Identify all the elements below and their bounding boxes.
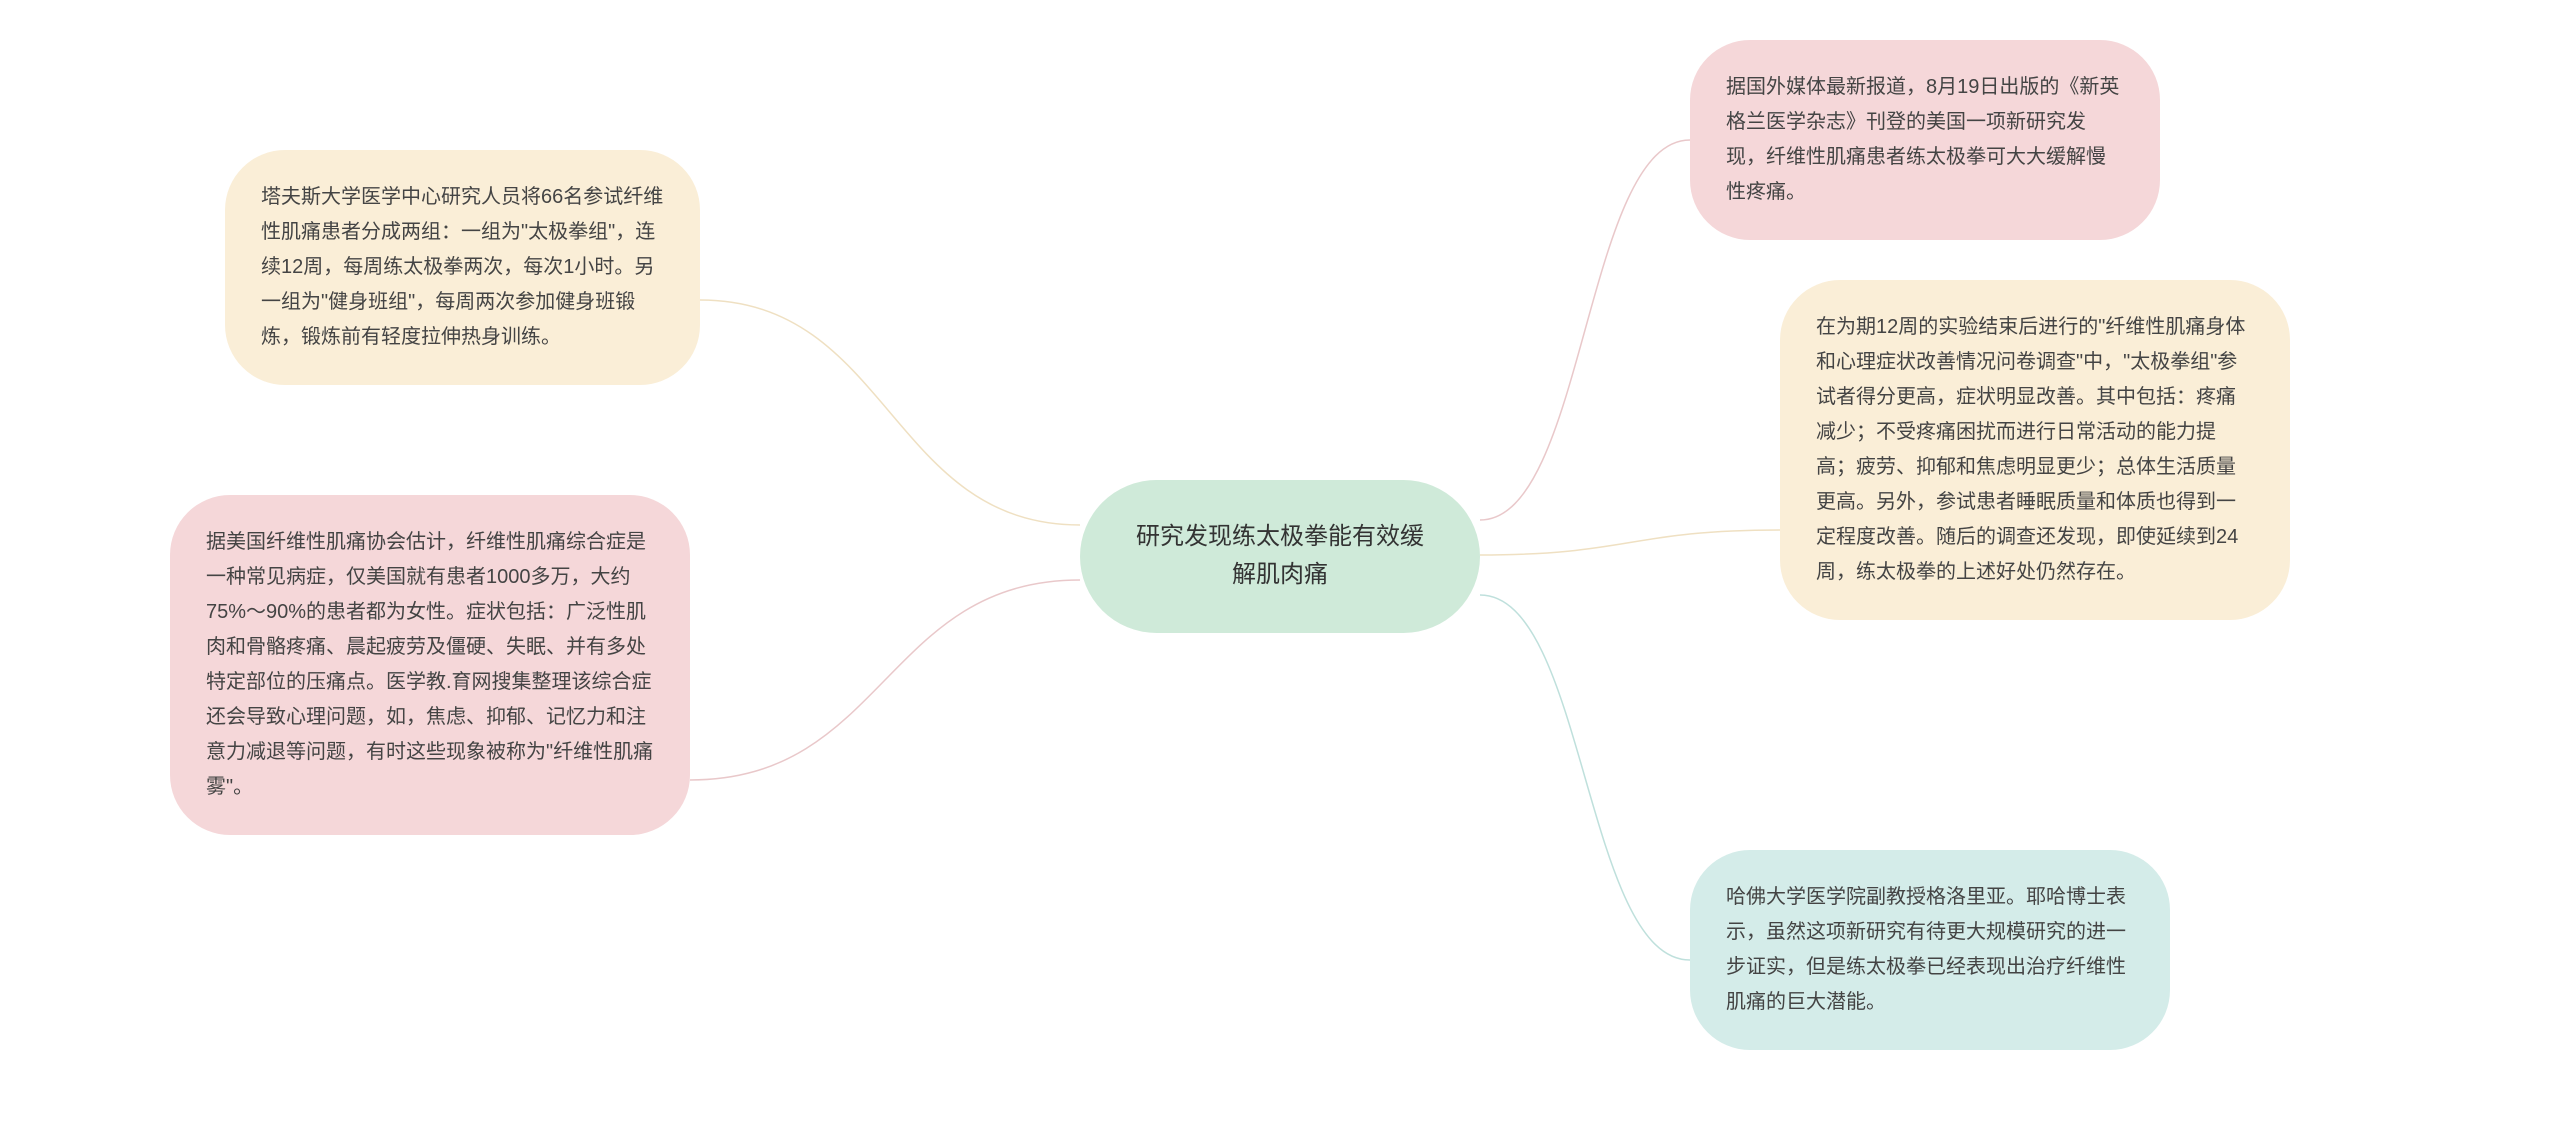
- edge-3: [700, 300, 1080, 525]
- node-4: 塔夫斯大学医学中心研究人员将66名参试纤维性肌痛患者分成两组：一组为"太极拳组"…: [225, 150, 700, 385]
- edge-4: [690, 580, 1080, 780]
- node-2: 在为期12周的实验结束后进行的"纤维性肌痛身体和心理症状改善情况问卷调查"中，"…: [1780, 280, 2290, 620]
- node-1: 据国外媒体最新报道，8月19日出版的《新英格兰医学杂志》刊登的美国一项新研究发现…: [1690, 40, 2160, 240]
- edge-1: [1480, 530, 1780, 555]
- node-3: 哈佛大学医学院副教授格洛里亚。耶哈博士表示，虽然这项新研究有待更大规模研究的进一…: [1690, 850, 2170, 1050]
- center-node: 研究发现练太极拳能有效缓解肌肉痛: [1080, 480, 1480, 633]
- edge-2: [1480, 595, 1690, 960]
- node-5: 据美国纤维性肌痛协会估计，纤维性肌痛综合症是一种常见病症，仅美国就有患者1000…: [170, 495, 690, 835]
- edge-0: [1480, 140, 1690, 520]
